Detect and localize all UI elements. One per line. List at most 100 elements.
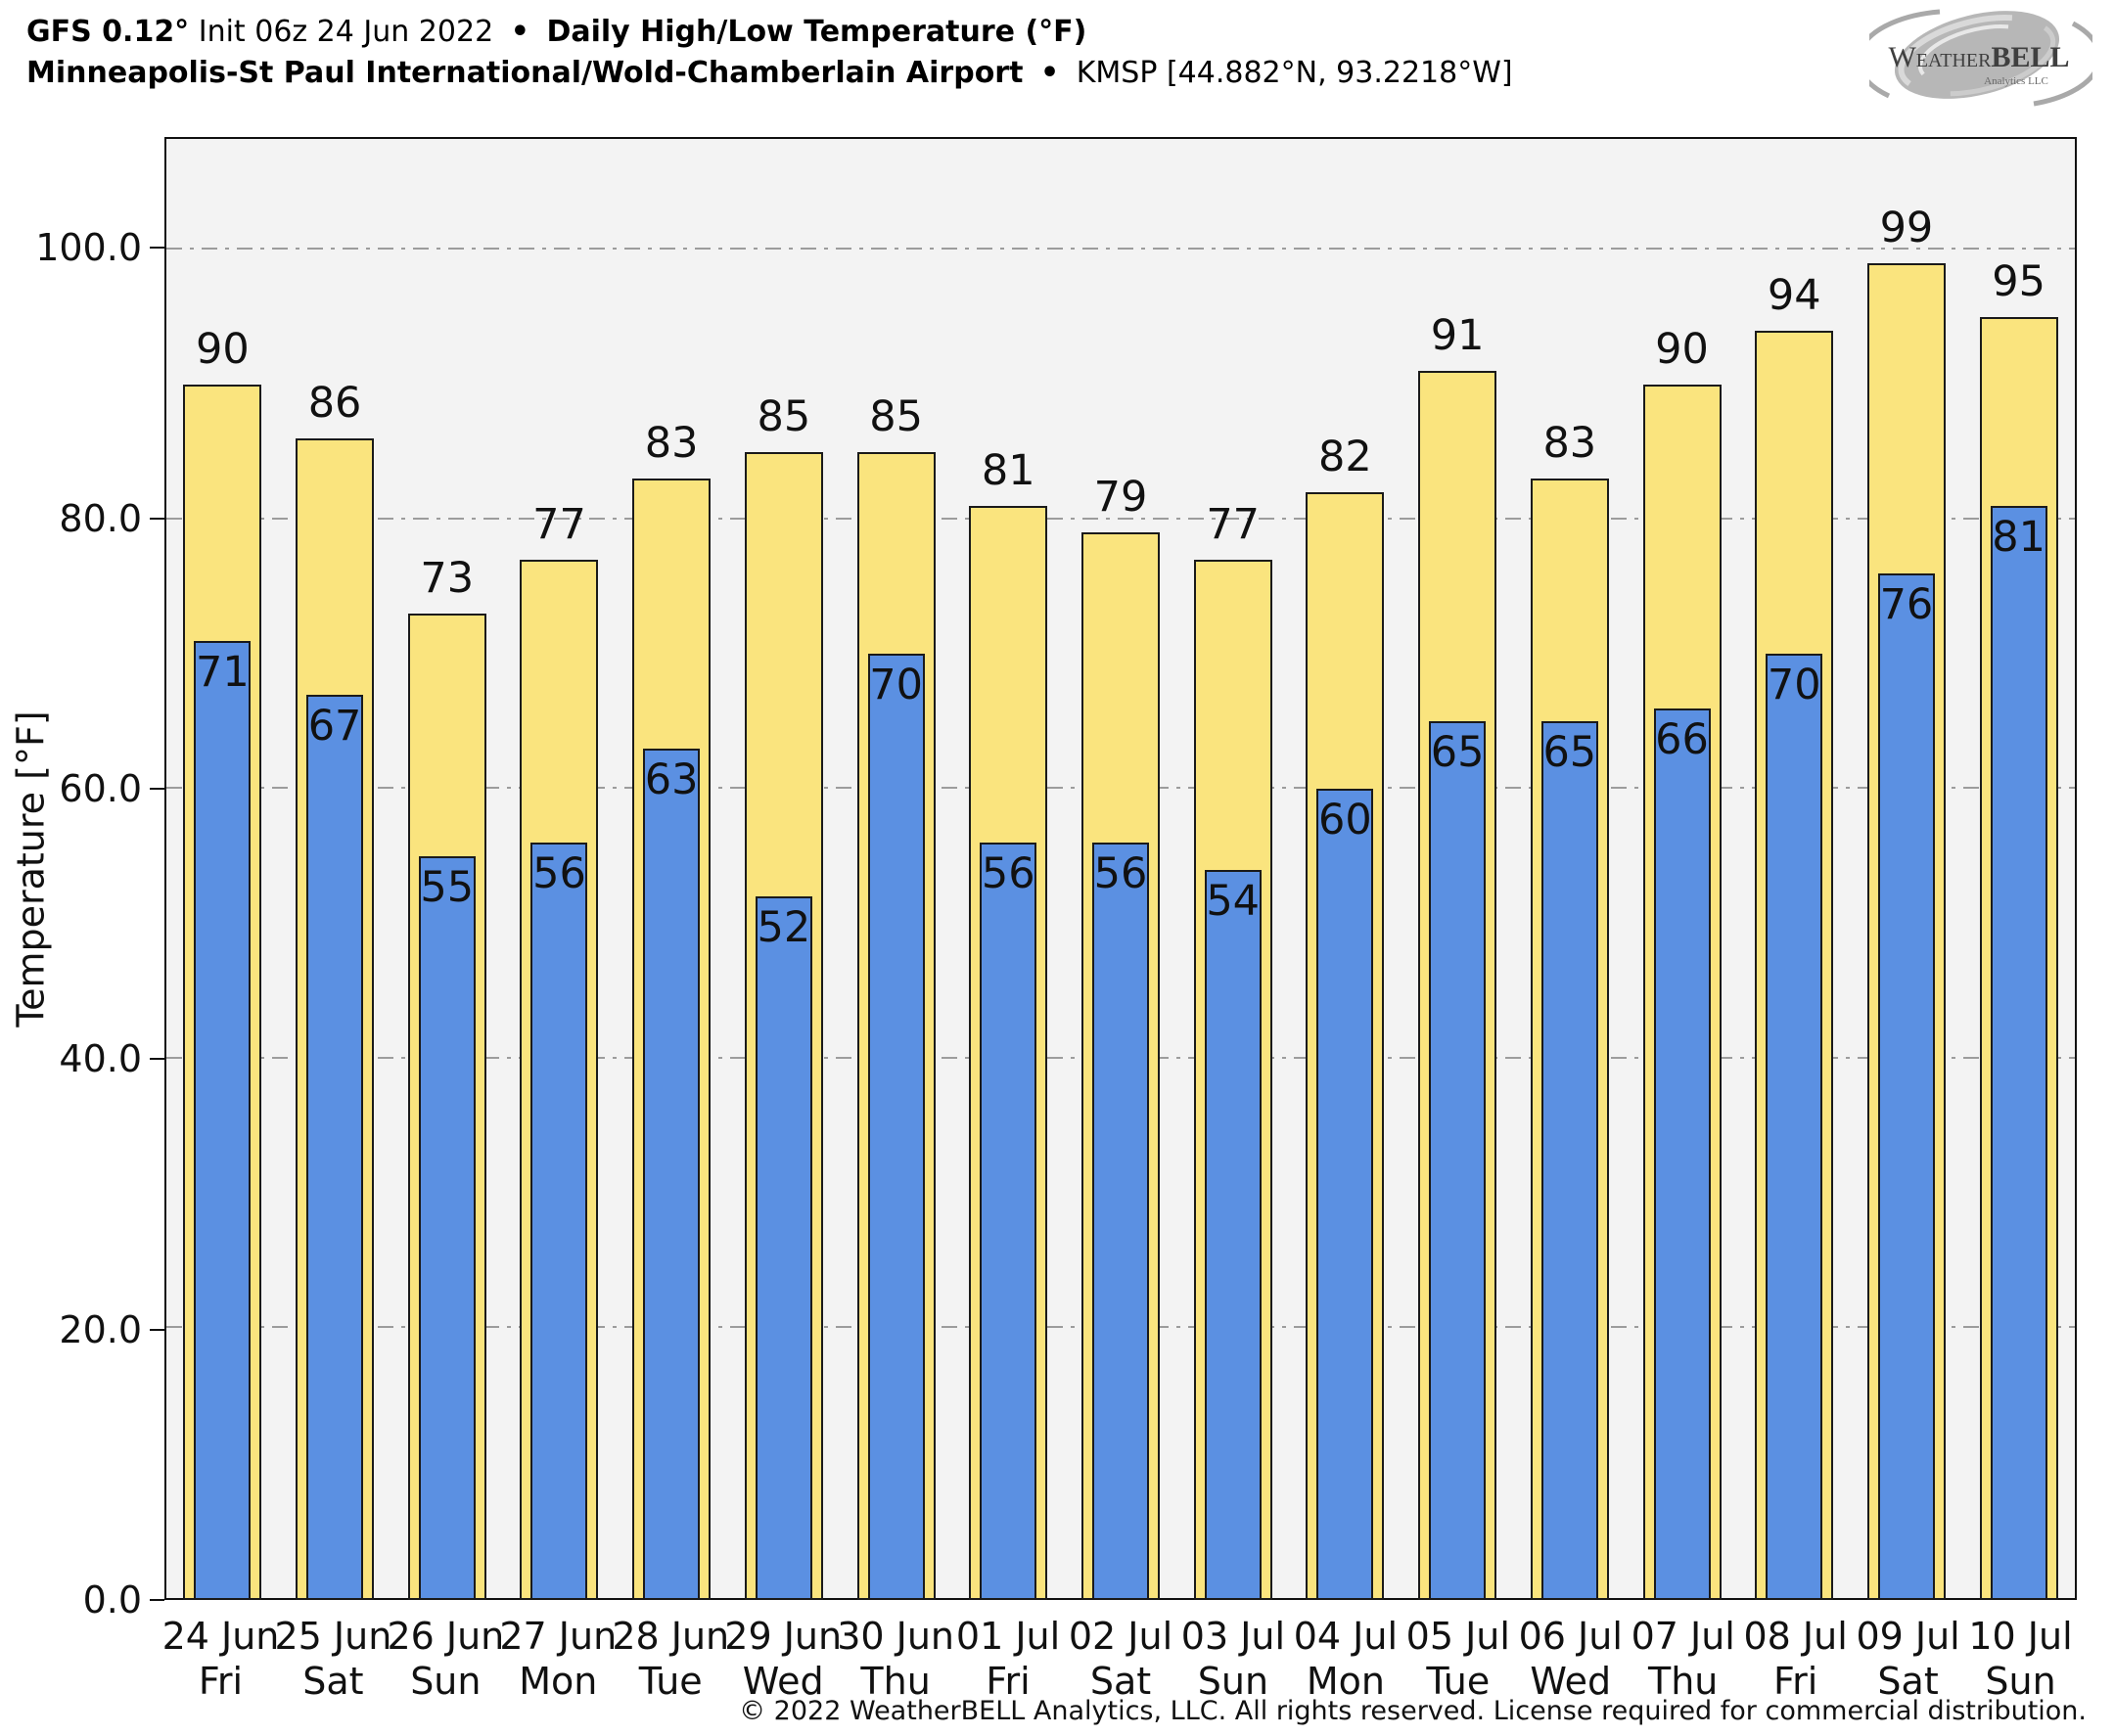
low-value-label: 65 xyxy=(1430,728,1485,778)
day-column-03-jul: 77 54 xyxy=(1176,139,1289,1600)
high-value-label: 94 xyxy=(1767,270,1821,320)
day-column-30-jun: 85 70 xyxy=(840,139,952,1600)
x-tick-day: Wed xyxy=(1530,1660,1612,1703)
header-line-2: Minneapolis-St Paul International/Wold-C… xyxy=(26,53,1513,94)
x-tick-label: 02 Jul Sat xyxy=(1069,1614,1172,1704)
x-tick-date: 04 Jul xyxy=(1293,1615,1399,1658)
temperature-bar-chart: 90 71 86 67 73 55 77 56 83 63 85 52 85 70 81 56 79 56 77 54… xyxy=(164,137,2077,1600)
day-column-26-jun: 73 55 xyxy=(391,139,503,1600)
high-value-label: 91 xyxy=(1430,311,1485,361)
x-tick-day: Tue xyxy=(638,1660,703,1703)
x-tick-label: 24 Jun Fri xyxy=(162,1614,280,1704)
day-column-27-jun: 77 56 xyxy=(503,139,616,1600)
x-tick-day: Thu xyxy=(860,1660,931,1703)
x-tick-date: 30 Jun xyxy=(837,1615,955,1658)
low-value-label: 63 xyxy=(644,754,699,804)
low-value-label: 56 xyxy=(1093,849,1148,899)
x-tick-label: 05 Jul Tue xyxy=(1406,1614,1510,1704)
low-bar xyxy=(194,640,252,1600)
header-line-1: GFS 0.12° Init 06z 24 Jun 2022 • Daily H… xyxy=(26,12,1513,53)
high-value-label: 83 xyxy=(644,419,699,469)
x-tick-day: Mon xyxy=(519,1660,598,1703)
low-value-label: 55 xyxy=(420,863,475,913)
high-value-label: 77 xyxy=(532,499,586,549)
x-axis-labels: 24 Jun Fri 25 Jun Sat 26 Jun Sun 27 Jun Mon 28 J… xyxy=(162,1614,2077,1712)
day-column-06-jul: 83 65 xyxy=(1513,139,1626,1600)
x-tick-date: 27 Jun xyxy=(499,1615,618,1658)
low-value-label: 81 xyxy=(1992,512,2045,562)
y-tick-label: 80.0 xyxy=(59,496,142,540)
bullet-separator-icon: • xyxy=(1040,56,1060,90)
day-column-01-jul: 81 56 xyxy=(952,139,1065,1600)
low-bar xyxy=(1766,654,1823,1600)
low-bar xyxy=(643,748,701,1600)
x-tick-day: Sat xyxy=(1089,1660,1152,1703)
x-tick-day: Sun xyxy=(410,1660,482,1703)
day-column-24-jun: 90 71 xyxy=(166,139,279,1600)
low-bar xyxy=(1091,843,1149,1600)
x-tick-date: 28 Jun xyxy=(612,1615,730,1658)
x-tick-date: 25 Jun xyxy=(274,1615,392,1658)
day-column-04-jul: 82 60 xyxy=(1289,139,1402,1600)
low-bar xyxy=(867,654,925,1600)
high-value-label: 82 xyxy=(1318,433,1372,482)
low-bar xyxy=(530,843,588,1600)
high-value-label: 86 xyxy=(307,378,362,428)
low-value-label: 71 xyxy=(195,647,250,697)
low-bar xyxy=(755,896,812,1600)
day-column-28-jun: 83 63 xyxy=(616,139,728,1600)
high-value-label: 90 xyxy=(1655,324,1709,374)
logo-sub-text: Analytics LLC xyxy=(1984,75,2048,87)
low-bar xyxy=(418,856,476,1600)
x-tick-day: Fri xyxy=(1773,1660,1818,1703)
x-tick-date: 06 Jul xyxy=(1518,1615,1623,1658)
x-tick-date: 02 Jul xyxy=(1068,1615,1173,1658)
high-value-label: 85 xyxy=(757,391,811,441)
high-value-label: 90 xyxy=(195,324,250,374)
low-value-label: 76 xyxy=(1879,579,1934,629)
x-tick-day: Fri xyxy=(986,1660,1031,1703)
high-value-label: 99 xyxy=(1879,203,1934,252)
x-tick-date: 01 Jul xyxy=(955,1615,1061,1658)
y-tick-mark xyxy=(150,1599,164,1601)
x-tick-day: Sun xyxy=(1197,1660,1269,1703)
low-bar xyxy=(306,694,364,1600)
x-tick-date: 07 Jul xyxy=(1631,1615,1735,1658)
x-tick-day: Wed xyxy=(742,1660,824,1703)
high-value-label: 95 xyxy=(1992,256,2045,306)
high-value-label: 73 xyxy=(420,554,475,604)
x-tick-date: 10 Jul xyxy=(1968,1615,2073,1658)
y-tick-label: 100.0 xyxy=(35,226,142,270)
x-tick-label: 07 Jul Thu xyxy=(1631,1614,1735,1704)
y-tick-mark xyxy=(150,787,164,790)
low-bar xyxy=(1316,789,1374,1600)
x-tick-day: Fri xyxy=(198,1660,244,1703)
hurricane-swirl-icon xyxy=(1869,9,2092,107)
x-tick-label: 01 Jul Fri xyxy=(956,1614,1060,1704)
y-tick-mark xyxy=(150,247,164,250)
logo-brand-text: WEATHERBELL xyxy=(1888,41,2069,73)
day-column-05-jul: 91 65 xyxy=(1402,139,1514,1600)
init-time: Init 06z 24 Jun 2022 xyxy=(198,15,494,49)
y-tick-mark xyxy=(150,1328,164,1331)
low-value-label: 56 xyxy=(532,849,586,899)
y-tick-label: 40.0 xyxy=(59,1037,142,1081)
low-value-label: 56 xyxy=(981,849,1035,899)
x-tick-date: 09 Jul xyxy=(1856,1615,1960,1658)
x-tick-day: Sun xyxy=(1985,1660,2056,1703)
day-column-10-jul: 95 81 xyxy=(1962,139,2075,1600)
gridline-100 xyxy=(166,248,2075,250)
high-value-label: 83 xyxy=(1542,419,1597,469)
copyright-notice: © 2022 WeatherBELL Analytics, LLC. All r… xyxy=(739,1696,2087,1726)
low-value-label: 70 xyxy=(1767,661,1821,710)
x-tick-label: 10 Jul Sun xyxy=(1968,1614,2072,1704)
x-tick-label: 30 Jun Thu xyxy=(837,1614,954,1704)
x-tick-label: 09 Jul Sat xyxy=(1856,1614,1959,1704)
x-tick-day: Sat xyxy=(302,1660,364,1703)
gridline-80 xyxy=(166,517,2075,520)
day-column-08-jul: 94 70 xyxy=(1738,139,1851,1600)
day-column-02-jul: 79 56 xyxy=(1065,139,1177,1600)
low-bar xyxy=(980,843,1037,1600)
low-value-label: 70 xyxy=(869,661,923,710)
